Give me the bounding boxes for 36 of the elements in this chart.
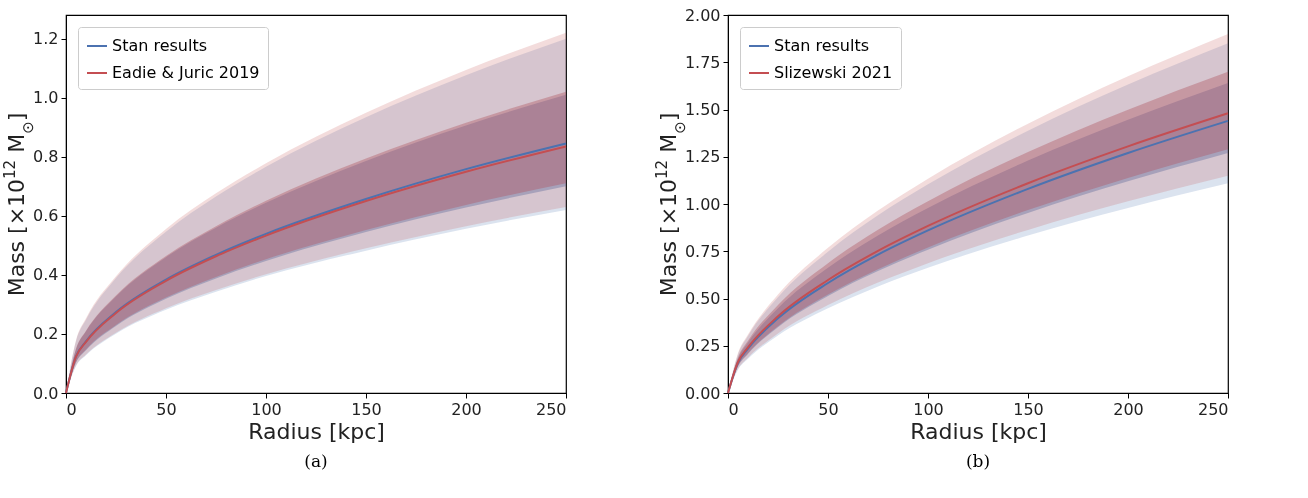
y-tick-label: 0.50 xyxy=(684,289,721,308)
legend-label: Slizewski 2021 xyxy=(774,63,893,82)
x-tick-label: 250 xyxy=(535,399,567,419)
x-tick-label: 0 xyxy=(66,399,77,419)
x-tick-label: 50 xyxy=(156,399,177,419)
x-tick-label: 200 xyxy=(1113,399,1144,419)
y-tick-label: 1.0 xyxy=(33,88,59,108)
y-tick-label: 1.50 xyxy=(684,100,721,119)
y-tick-label: 2.00 xyxy=(684,5,721,25)
y-tick-label: 0.2 xyxy=(33,324,59,344)
y-tick-label: 0.8 xyxy=(33,147,59,167)
x-tick-label: 150 xyxy=(1013,399,1044,419)
x-tick-label: 100 xyxy=(913,399,944,419)
y-tick-label: 0.4 xyxy=(33,265,59,285)
x-tick-label: 200 xyxy=(451,399,482,419)
text: (a) xyxy=(304,451,328,471)
y-tick-label: 1.75 xyxy=(684,52,721,72)
x-axis-title: Radius [kpc] xyxy=(910,418,1047,444)
x-tick-label: 100 xyxy=(251,399,282,419)
y-tick-label: 0.0 xyxy=(33,383,59,403)
y-tick-label: 0.00 xyxy=(684,383,721,403)
legend-label: Stan results xyxy=(774,36,870,55)
text: (b) xyxy=(965,451,991,471)
legend-label: Eadie & Juric 2019 xyxy=(112,63,260,82)
x-tick-label: 150 xyxy=(351,399,382,419)
y-tick-label: 1.2 xyxy=(33,29,59,49)
x-tick-label: 50 xyxy=(818,399,839,419)
y-tick-label: 0.25 xyxy=(684,336,721,356)
x-axis-title: Radius [kpc] xyxy=(248,418,385,444)
y-tick-label: 1.25 xyxy=(684,147,721,167)
x-tick-label: 250 xyxy=(1197,399,1229,419)
legend-label: Stan results xyxy=(112,36,208,55)
y-tick-label: 0.75 xyxy=(684,241,721,261)
y-tick-label: 1.00 xyxy=(684,194,721,214)
x-tick-label: 0 xyxy=(728,399,739,419)
y-tick-label: 0.6 xyxy=(33,206,59,226)
